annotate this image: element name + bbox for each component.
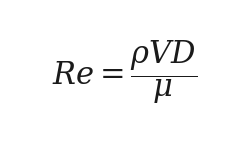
Text: $Re = \dfrac{\rho V D}{\mu}$: $Re = \dfrac{\rho V D}{\mu}$: [52, 38, 198, 106]
